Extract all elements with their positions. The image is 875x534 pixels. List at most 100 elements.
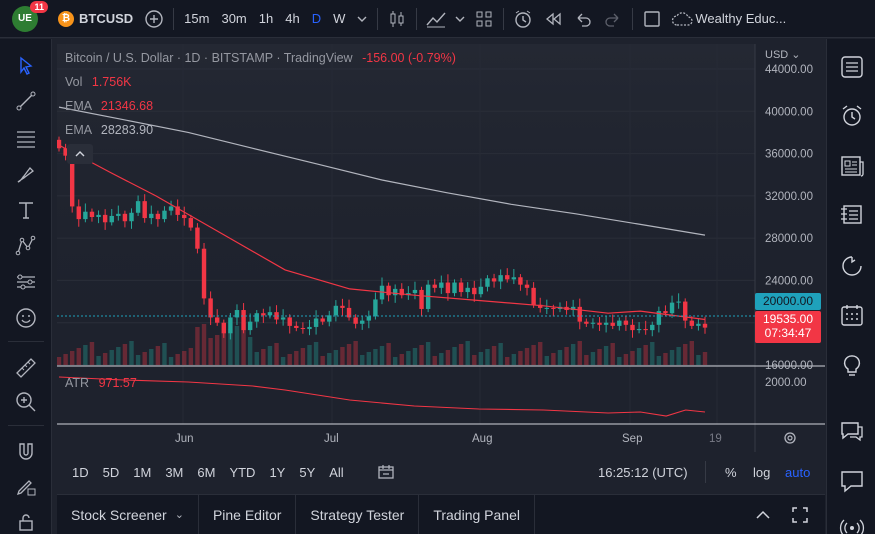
range-5d[interactable]: 5D xyxy=(102,464,120,480)
volume-bar xyxy=(83,345,88,365)
tab-pine-editor[interactable]: Pine Editor xyxy=(199,494,297,534)
percent-toggle[interactable]: % xyxy=(725,464,737,480)
ema-fast-line xyxy=(58,144,706,321)
emoji-icon[interactable] xyxy=(10,303,42,333)
compare-add-icon[interactable] xyxy=(139,0,169,38)
volume-legend[interactable]: Vol 1.756K xyxy=(65,75,132,89)
chart-pane[interactable]: 44000.00 40000.00 36000.00 32000.00 28000.00… xyxy=(57,44,825,452)
range-3m[interactable]: 3M xyxy=(165,464,184,480)
candle-body xyxy=(83,211,88,220)
redo-icon[interactable] xyxy=(598,0,628,38)
indicators-icon[interactable] xyxy=(421,0,451,38)
candle-body xyxy=(320,318,325,322)
volume-bar xyxy=(254,352,259,365)
tab-label: Pine Editor xyxy=(212,506,282,523)
candles-icon[interactable] xyxy=(382,0,412,38)
tab-strategy-tester[interactable]: Strategy Tester xyxy=(296,494,420,534)
candle-body xyxy=(69,155,75,207)
interval-15m[interactable]: 15m xyxy=(184,11,210,26)
fullscreen-square-icon[interactable] xyxy=(637,0,667,38)
chevron-down-icon[interactable] xyxy=(351,0,373,38)
range-ytd[interactable]: YTD xyxy=(229,464,256,480)
auto-toggle[interactable]: auto xyxy=(785,464,811,480)
calendar-icon[interactable] xyxy=(837,300,867,330)
chat-icon[interactable] xyxy=(837,416,867,446)
chevron-down-icon[interactable] xyxy=(451,0,469,38)
maximize-icon[interactable] xyxy=(790,505,810,528)
interval-30m[interactable]: 30m xyxy=(221,11,247,26)
time-label: Aug xyxy=(472,433,492,445)
lock-icon[interactable] xyxy=(10,507,42,534)
candle-body xyxy=(689,320,695,326)
user-avatar[interactable]: UE 11 xyxy=(12,0,48,32)
collapse-legend-button[interactable] xyxy=(67,144,93,164)
brush-icon[interactable] xyxy=(10,159,42,189)
lock-pen-icon[interactable] xyxy=(10,471,42,501)
volume-bar xyxy=(419,345,424,365)
trend-line-icon[interactable] xyxy=(10,86,42,116)
news-icon[interactable] xyxy=(837,151,867,181)
volume-bar xyxy=(544,356,549,365)
alert-clock-icon[interactable] xyxy=(508,0,538,38)
replay-icon[interactable] xyxy=(538,0,568,38)
bottom-panel-tabs: Stock Screener ⌄ Pine Editor Strategy Te… xyxy=(57,494,825,534)
settings-gear-icon[interactable] xyxy=(784,432,796,444)
range-1d[interactable]: 1D xyxy=(72,464,89,480)
text-icon[interactable] xyxy=(10,195,42,225)
drawing-toolbar xyxy=(0,39,52,534)
lightbulb-icon[interactable] xyxy=(837,351,867,381)
pattern-icon[interactable] xyxy=(10,231,42,261)
price-chart[interactable]: 44000.00 40000.00 36000.00 32000.00 28000.00… xyxy=(57,44,825,452)
prediction-icon[interactable] xyxy=(10,267,42,297)
volume-bar xyxy=(505,357,510,365)
magnet-icon[interactable] xyxy=(10,437,42,467)
range-1y[interactable]: 1Y xyxy=(269,464,286,480)
alarm-clock-icon[interactable] xyxy=(837,101,867,131)
goto-date-icon[interactable] xyxy=(371,453,401,491)
ema-fast-legend[interactable]: EMA 21346.68 xyxy=(65,99,153,113)
tab-stock-screener[interactable]: Stock Screener ⌄ xyxy=(57,494,199,534)
interval-w[interactable]: W xyxy=(333,11,346,26)
ema-slow-legend[interactable]: EMA 28283.90 xyxy=(65,123,153,137)
refresh-icon[interactable] xyxy=(837,251,867,281)
range-6m[interactable]: 6M xyxy=(197,464,216,480)
log-toggle[interactable]: log xyxy=(753,464,771,480)
range-all[interactable]: All xyxy=(329,464,344,480)
calendar-list-icon[interactable] xyxy=(837,199,867,229)
volume-bar xyxy=(538,342,543,365)
broadcast-icon[interactable] xyxy=(837,513,867,534)
volume-bar xyxy=(518,351,523,365)
interval-4h[interactable]: 4h xyxy=(285,11,300,26)
volume-bar xyxy=(89,342,95,365)
utc-clock[interactable]: 16:25:12 (UTC) xyxy=(598,464,688,480)
interval-d[interactable]: D xyxy=(311,11,322,26)
chevron-up-icon[interactable] xyxy=(753,505,773,528)
candle-body xyxy=(280,317,286,320)
chart-legend-title: Bitcoin / U.S. Dollar · 1D · BITSTAMP · … xyxy=(65,51,456,65)
range-1m[interactable]: 1M xyxy=(133,464,152,480)
candle-body xyxy=(577,306,582,322)
range-5y[interactable]: 5Y xyxy=(299,464,316,480)
message-icon[interactable] xyxy=(837,466,867,496)
atr-legend[interactable]: ATR 971.57 xyxy=(65,376,137,390)
atr-line xyxy=(58,376,706,417)
chevron-down-icon: ⌄ xyxy=(174,509,184,521)
tab-trading-panel[interactable]: Trading Panel xyxy=(419,494,535,534)
candle-body xyxy=(63,148,68,156)
layout-grid-icon[interactable] xyxy=(469,0,499,38)
currency-selector[interactable]: USD ⌄ xyxy=(765,48,801,61)
watchlist-icon[interactable] xyxy=(837,52,867,82)
zoom-in-icon[interactable] xyxy=(10,387,42,417)
cursor-icon[interactable] xyxy=(10,51,42,81)
fib-retracement-icon[interactable] xyxy=(10,123,42,153)
volume-bar xyxy=(102,353,108,365)
layout-name[interactable]: Wealthy Educ... xyxy=(667,0,792,38)
ruler-icon[interactable] xyxy=(10,353,42,383)
candle-body xyxy=(234,310,240,318)
interval-1h[interactable]: 1h xyxy=(258,11,274,26)
divider xyxy=(377,7,379,30)
undo-icon[interactable] xyxy=(568,0,598,38)
candle-body xyxy=(478,286,484,295)
volume-bar xyxy=(465,341,470,365)
symbol-search[interactable]: ₿ BTCUSD xyxy=(52,0,139,38)
